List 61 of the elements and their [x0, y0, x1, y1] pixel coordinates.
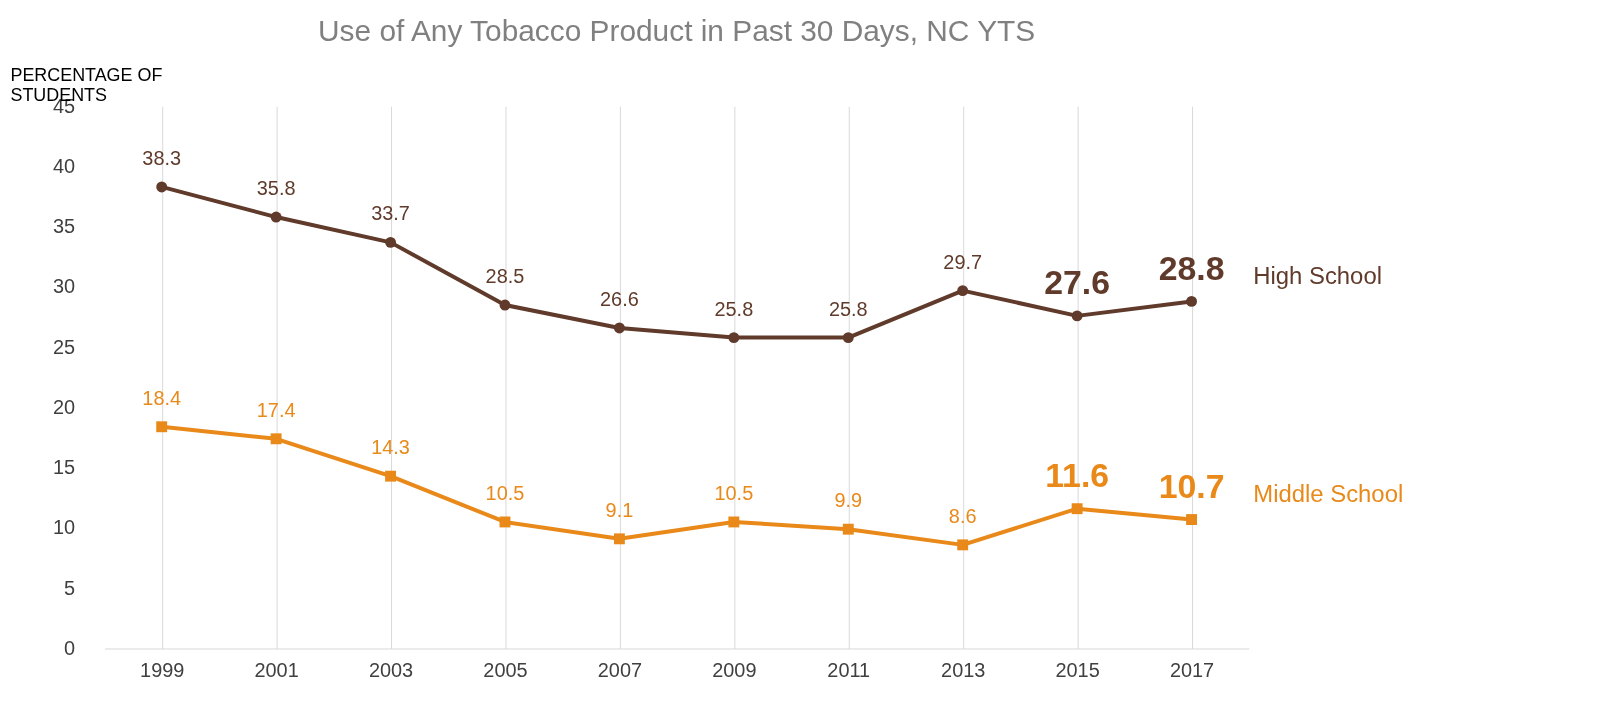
- point: [385, 470, 396, 482]
- x-tick-label: 2013: [941, 658, 986, 681]
- point: [728, 332, 740, 344]
- x-tick-label: 1999: [140, 658, 185, 681]
- point: [156, 181, 168, 193]
- point: [842, 332, 854, 344]
- x-tick-label: 2011: [827, 658, 871, 681]
- x-tick-label: 2017: [1169, 658, 1215, 681]
- point: [957, 539, 969, 551]
- x-tick-label: 2015: [1055, 658, 1100, 681]
- y-tick-label: 20: [53, 395, 76, 418]
- x-tick-label: 2009: [712, 658, 757, 681]
- point: [1186, 295, 1197, 307]
- point: [842, 523, 854, 535]
- data-label: 9.9: [834, 489, 863, 512]
- point: [385, 236, 396, 248]
- point: [499, 299, 511, 311]
- point: [613, 322, 625, 334]
- data-label: 11.6: [1045, 455, 1110, 494]
- data-label: 26.6: [600, 288, 639, 311]
- data-label: 33.7: [371, 202, 410, 225]
- data-label: 25.8: [828, 297, 868, 320]
- x-tick-label: 2005: [483, 658, 528, 681]
- data-label: 38.3: [142, 147, 182, 170]
- data-label: 29.7: [943, 250, 983, 273]
- point: [613, 533, 625, 545]
- point: [156, 421, 168, 433]
- y-tick-label: 40: [53, 154, 76, 177]
- y-tick-label: 15: [53, 456, 76, 479]
- text: Middle School: [1253, 479, 1404, 507]
- point: [957, 285, 969, 297]
- data-label: 10.5: [485, 482, 525, 505]
- point: [1186, 514, 1197, 525]
- x-tick-label: 2001: [254, 658, 299, 681]
- data-label: 18.4: [142, 386, 182, 409]
- data-label: 14.3: [371, 436, 410, 459]
- data-label: 28.5: [485, 265, 525, 288]
- data-label: 10.5: [714, 482, 754, 505]
- data-label: 25.8: [714, 297, 754, 320]
- point: [270, 211, 282, 223]
- y-tick-label: 10: [53, 516, 76, 539]
- point: [1071, 503, 1083, 515]
- x-tick-label: 2007: [597, 658, 643, 681]
- data-label: 35.8: [256, 177, 296, 200]
- data-label: 27.6: [1044, 262, 1111, 301]
- x-tick-label: 2003: [368, 658, 414, 681]
- y-tick-label: 35: [53, 215, 76, 238]
- data-label: 28.8: [1158, 248, 1225, 287]
- point: [1071, 310, 1083, 322]
- y-tick-label: 0: [64, 636, 76, 659]
- data-label: 10.7: [1158, 466, 1225, 505]
- chart-title: Use of Any Tobacco Product in Past 30 Days, NC YTS: [318, 13, 1036, 47]
- point: [270, 433, 282, 445]
- data-label: 8.6: [948, 504, 977, 527]
- point: [728, 516, 740, 528]
- text: High School: [1253, 261, 1382, 289]
- y-tick-label: 25: [53, 335, 76, 358]
- y-tick-label: 5: [64, 576, 76, 599]
- data-label: 17.4: [256, 398, 296, 421]
- y-tick-label: 30: [53, 275, 76, 298]
- data-label: 9.1: [605, 498, 634, 521]
